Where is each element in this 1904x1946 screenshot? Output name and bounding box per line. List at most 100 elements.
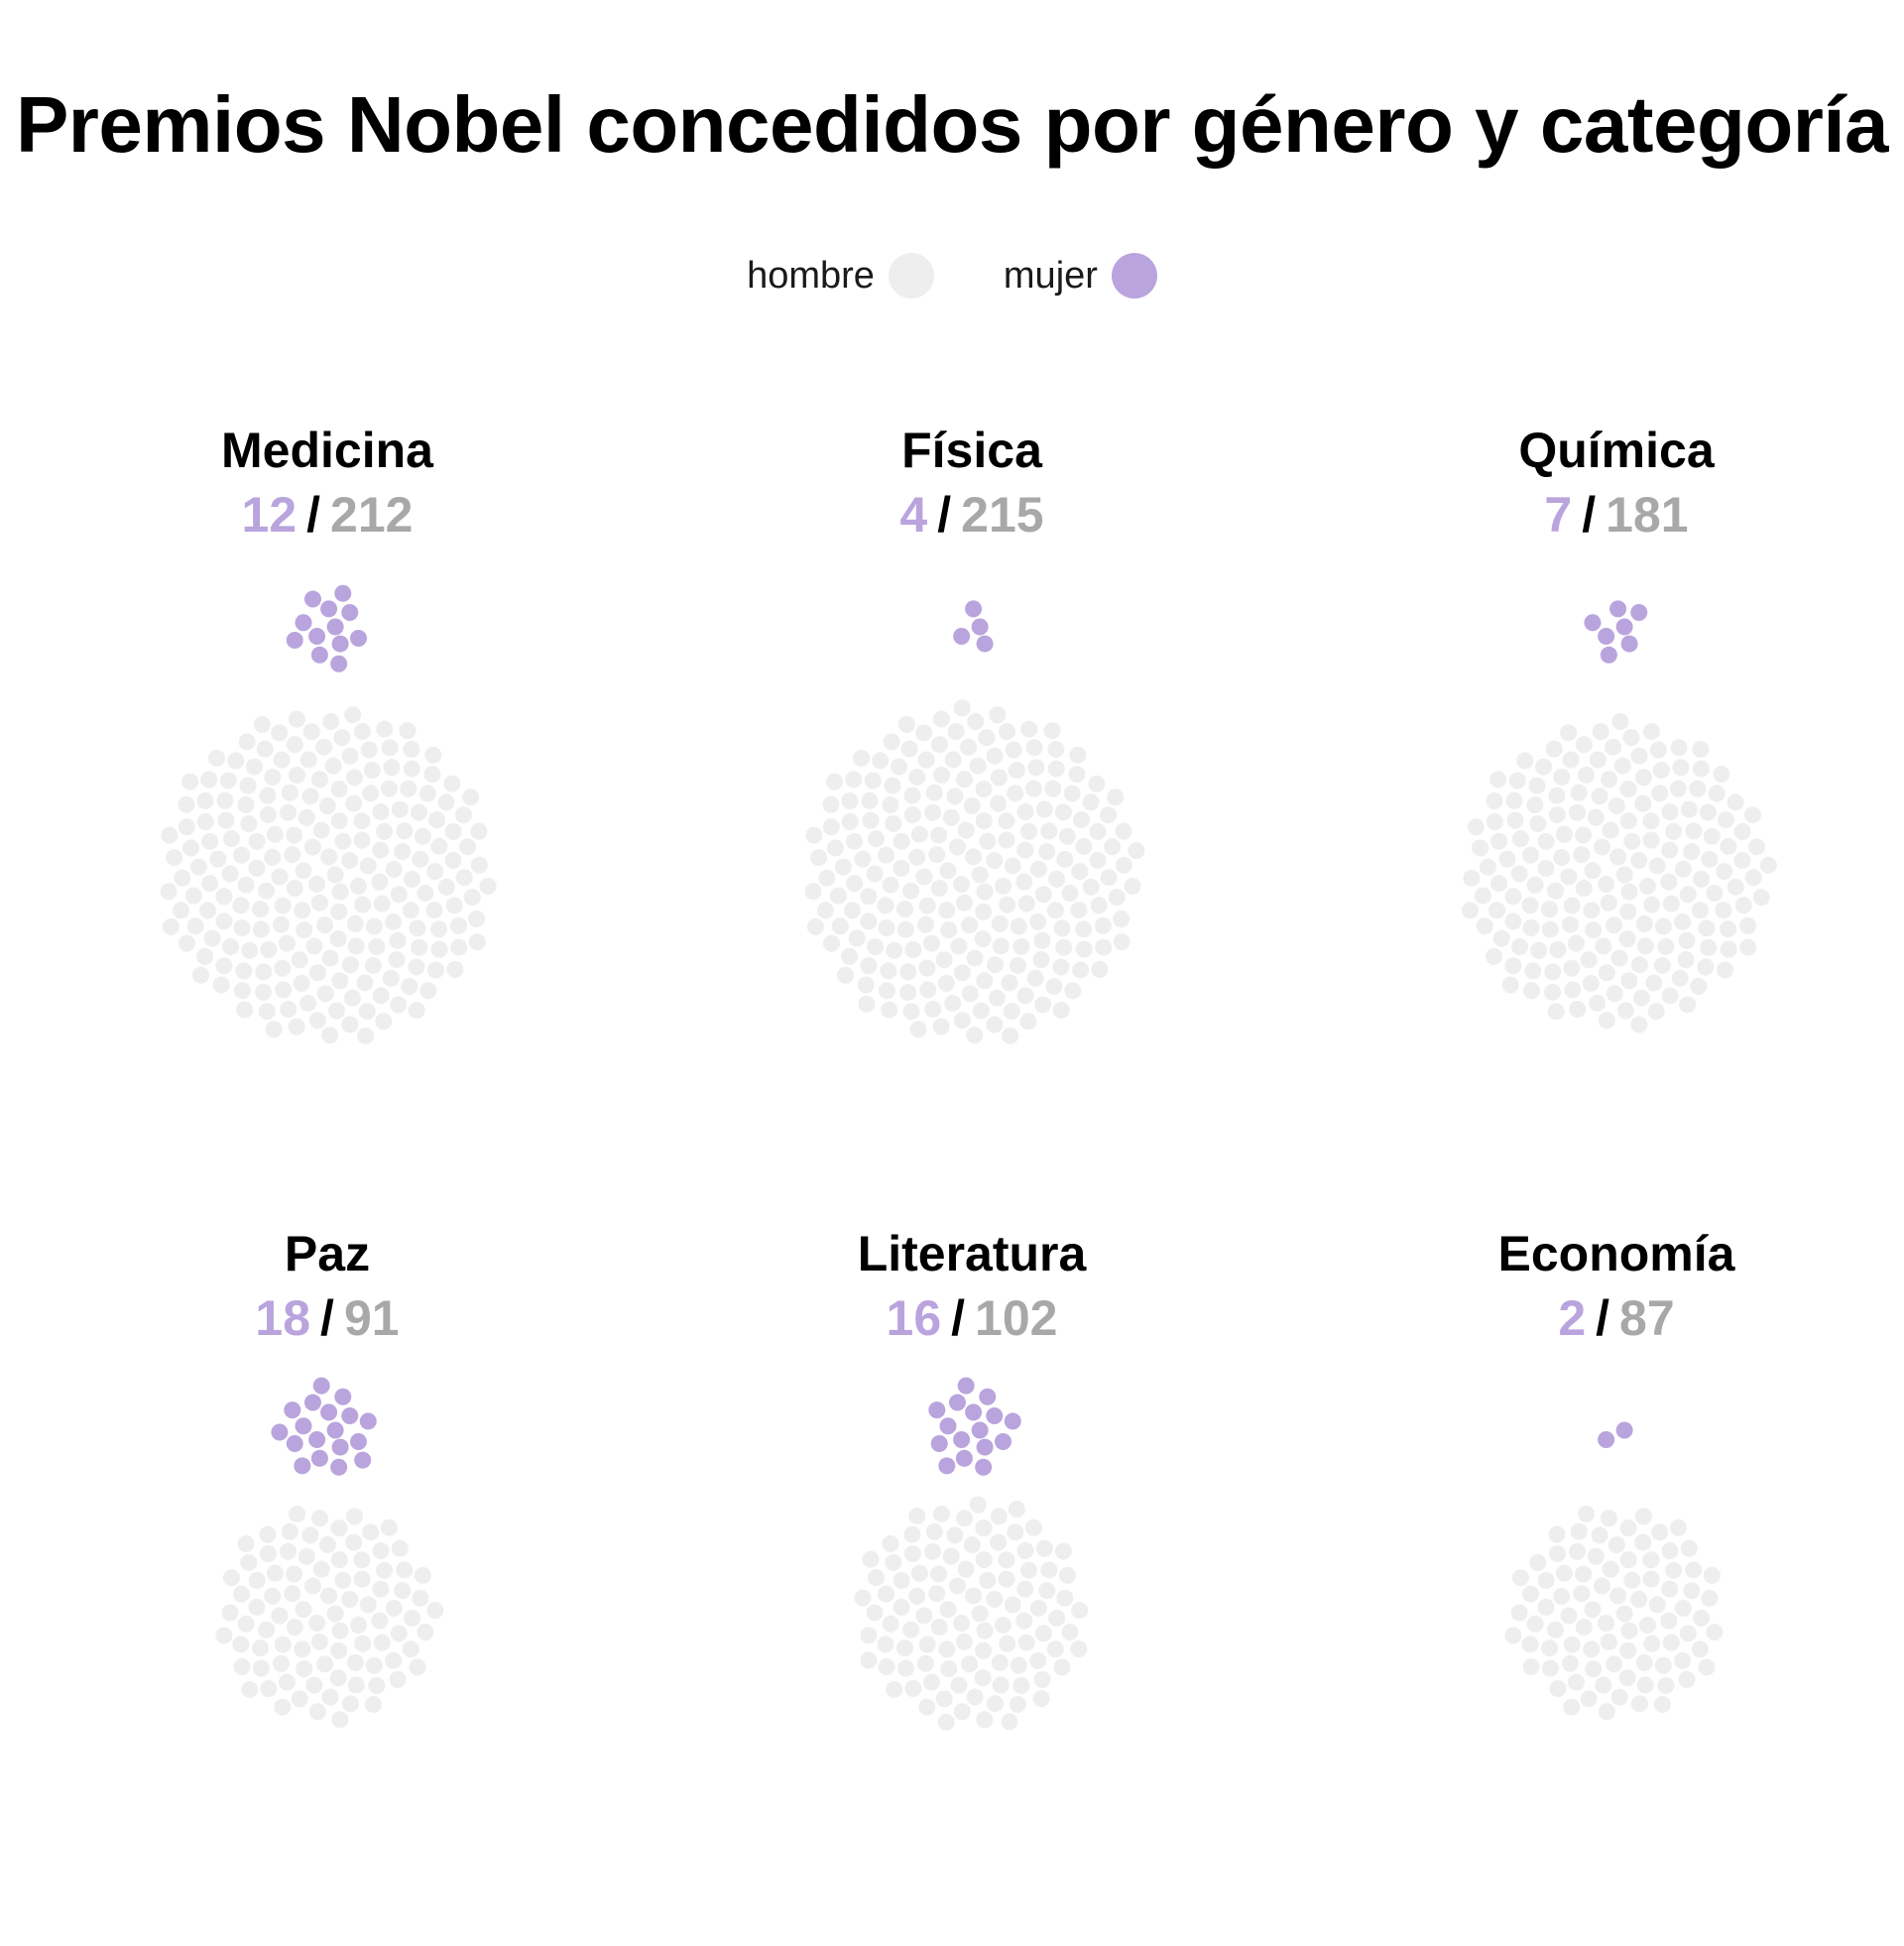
hombre-medicina-dot — [264, 848, 282, 866]
hombre-fisica-dot — [1035, 800, 1053, 818]
hombre-fisica-dot — [1007, 785, 1024, 802]
hombre-fisica-dot — [1046, 902, 1064, 919]
hombre-literatura-dot — [948, 1577, 966, 1595]
hombre-paz-dot — [237, 1615, 255, 1633]
hombre-fisica-dot — [1075, 837, 1093, 855]
hombre-paz-dot — [391, 1539, 409, 1557]
hombre-paz-dot — [330, 1551, 348, 1569]
hombre-literatura-dot — [933, 1505, 951, 1522]
hombre-paz-dot — [321, 1688, 339, 1706]
hombre-quimica-dot — [1660, 873, 1678, 891]
hombre-fisica-dot — [822, 818, 840, 836]
hombre-fisica-dot — [857, 976, 875, 994]
hombre-fisica-dot — [841, 947, 859, 965]
hombre-medicina-dot — [160, 883, 178, 901]
hombre-fisica-dot — [961, 916, 979, 934]
hombre-paz-dot — [301, 1526, 319, 1544]
mujer-medicina-cluster — [286, 584, 367, 672]
hombre-fisica-dot — [1004, 857, 1021, 875]
panel-medicina: Medicina 12/212 — [10, 419, 645, 1044]
hombre-fisica-dot — [938, 902, 956, 919]
hombre-fisica-dot — [882, 795, 899, 813]
hombre-paz-dot — [274, 1636, 292, 1653]
hombre-quimica-dot — [1504, 888, 1522, 906]
hombre-economia-dot — [1584, 1601, 1602, 1619]
hombre-medicina-dot — [363, 762, 381, 780]
hombre-fisica-dot — [1029, 860, 1047, 878]
hombre-medicina-dot — [408, 1002, 425, 1020]
hombre-literatura-dot — [992, 1676, 1010, 1694]
hombre-medicina-dot — [424, 746, 442, 764]
legend-swatch-mujer — [1111, 253, 1157, 299]
hombre-quimica-dot — [1703, 827, 1721, 845]
panel-title-economia: Economía — [1497, 1226, 1735, 1281]
hombre-medicina-dot — [334, 832, 352, 850]
hombre-paz-dot — [345, 1533, 363, 1551]
hombre-quimica-dot — [1506, 811, 1524, 829]
hombre-economia-dot — [1657, 1676, 1675, 1694]
legend-label-mujer: mujer — [1003, 254, 1098, 297]
hombre-economia-dot — [1573, 1585, 1591, 1603]
hombre-economia-dot — [1537, 1598, 1555, 1616]
hombre-medicina-dot — [286, 880, 303, 898]
hombre-medicina-dot — [403, 740, 420, 758]
hombre-fisica-dot — [1095, 938, 1113, 956]
mujer-fisica-cluster — [953, 600, 994, 653]
hombre-fisica-dot — [899, 963, 917, 981]
hombre-paz-dot — [320, 1587, 338, 1605]
hombre-medicina-dot — [172, 902, 189, 919]
hombre-economia-dot — [1602, 1560, 1619, 1578]
hombre-economia-dot — [1563, 1636, 1581, 1653]
hombre-fisica-dot — [925, 784, 943, 801]
hombre-medicina-dot — [331, 883, 349, 901]
hombre-literatura-dot — [1020, 1561, 1038, 1579]
hombre-fisica-dot — [1053, 919, 1071, 937]
hombre-medicina-dot — [291, 951, 308, 969]
hombre-fisica-dot — [986, 956, 1004, 974]
hombre-quimica-dot — [1560, 724, 1578, 742]
hombre-quimica-dot — [1726, 878, 1744, 896]
hombre-economia-dot — [1643, 1635, 1661, 1652]
hombre-quimica-dot — [1522, 919, 1540, 936]
hombre-literatura-dot — [955, 1633, 973, 1650]
hombre-economia-dot — [1674, 1651, 1692, 1669]
hombre-medicina-dot — [288, 710, 305, 728]
mujer-paz-dot — [308, 1431, 326, 1449]
hombre-quimica-dot — [1726, 793, 1744, 811]
hombre-fisica-dot — [904, 941, 922, 959]
hombre-medicina-dot — [470, 822, 488, 840]
hombre-quimica-dot — [1654, 917, 1672, 935]
hombre-economia-dot — [1635, 1653, 1653, 1671]
hombre-literatura-dot — [990, 1508, 1008, 1525]
hombre-medicina-dot — [209, 850, 227, 868]
hombre-quimica-dot — [1504, 912, 1522, 930]
hombre-medicina-dot — [186, 917, 204, 935]
hombre-quimica-dot — [1708, 785, 1726, 802]
count-hombre-fisica: 215 — [961, 487, 1044, 543]
hombre-fisica-dot — [932, 1018, 950, 1035]
hombre-fisica-dot — [902, 1003, 920, 1021]
hombre-literatura-dot — [918, 1636, 936, 1653]
hombre-literatura-dot — [903, 1545, 921, 1563]
hombre-fisica-dot — [950, 937, 968, 955]
hombre-quimica-dot — [1759, 856, 1777, 874]
hombre-literatura-dot — [860, 1651, 878, 1669]
hombre-literatura-dot — [903, 1525, 921, 1543]
hombre-paz-dot — [353, 1570, 371, 1588]
hombre-medicina-dot — [286, 736, 303, 754]
hombre-literatura-dot — [930, 1619, 948, 1637]
hombre-fisica-dot — [899, 983, 917, 1001]
hombre-economia-dot — [1526, 1615, 1544, 1633]
hombre-medicina-dot — [305, 937, 323, 955]
hombre-medicina-dot — [330, 781, 348, 798]
hombre-fisica-dot — [933, 766, 951, 784]
hombre-medicina-dot — [284, 846, 301, 864]
hombre-economia-cluster — [1504, 1505, 1724, 1721]
hombre-economia-dot — [1548, 1525, 1566, 1543]
hombre-medicina-dot — [271, 724, 289, 742]
hombre-quimica-dot — [1516, 752, 1534, 770]
hombre-economia-dot — [1585, 1660, 1603, 1678]
hombre-quimica-dot — [1642, 812, 1660, 830]
hombre-medicina-dot — [381, 739, 399, 757]
hombre-quimica-dot — [1701, 850, 1719, 868]
